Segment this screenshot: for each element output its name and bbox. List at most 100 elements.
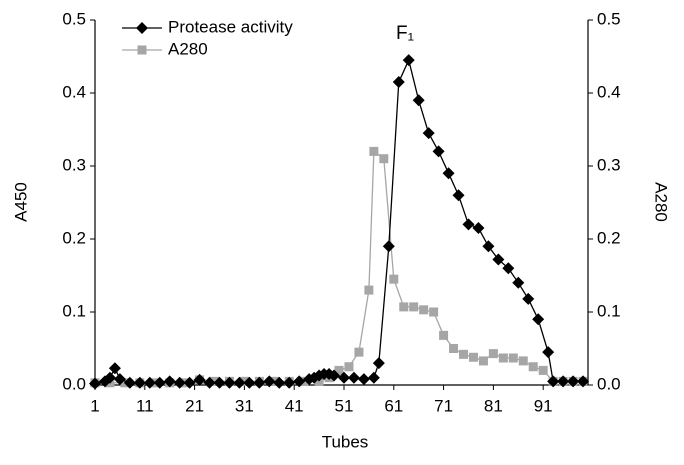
y2-tick-label: 0.2 xyxy=(597,228,621,247)
y-axis-label: A450 xyxy=(11,182,30,222)
marker xyxy=(488,349,498,359)
marker xyxy=(344,362,354,372)
marker xyxy=(253,376,266,389)
marker xyxy=(213,376,226,389)
marker xyxy=(379,154,389,164)
marker xyxy=(502,262,515,275)
marker xyxy=(538,365,548,375)
x-tick-label: 91 xyxy=(534,396,553,415)
marker xyxy=(468,352,478,362)
marker xyxy=(364,285,374,295)
y-tick-label: 0.2 xyxy=(62,228,86,247)
y2-tick-label: 0.0 xyxy=(597,374,621,393)
marker xyxy=(462,218,475,231)
marker xyxy=(459,349,469,359)
marker xyxy=(478,356,488,366)
y-tick-label: 0.0 xyxy=(62,374,86,393)
marker xyxy=(337,371,350,384)
marker xyxy=(528,362,538,372)
marker xyxy=(347,371,360,384)
marker xyxy=(108,362,121,375)
x-axis-label: Tubes xyxy=(322,432,369,451)
marker xyxy=(143,376,156,389)
x-tick-label: 81 xyxy=(484,396,503,415)
marker xyxy=(429,307,439,317)
y2-tick-label: 0.1 xyxy=(597,301,621,320)
y-tick-label: 0.4 xyxy=(62,82,86,101)
legend-marker xyxy=(136,22,148,34)
marker xyxy=(442,167,455,180)
marker xyxy=(133,376,146,389)
marker xyxy=(372,357,385,370)
y2-tick-label: 0.5 xyxy=(597,9,621,28)
marker xyxy=(547,375,560,388)
marker xyxy=(482,240,495,253)
marker xyxy=(532,313,545,326)
marker xyxy=(402,54,415,67)
marker xyxy=(432,145,445,158)
marker xyxy=(239,376,249,386)
marker xyxy=(153,376,166,389)
y-tick-label: 0.1 xyxy=(62,301,86,320)
marker xyxy=(173,376,186,389)
marker xyxy=(233,376,246,389)
y2-tick-label: 0.3 xyxy=(597,155,621,174)
marker xyxy=(567,375,580,388)
marker xyxy=(392,76,405,89)
marker xyxy=(369,146,379,156)
marker xyxy=(422,127,435,140)
x-tick-label: 51 xyxy=(335,396,354,415)
x-tick-label: 61 xyxy=(384,396,403,415)
marker xyxy=(183,376,196,389)
marker xyxy=(103,371,116,384)
marker xyxy=(243,376,256,389)
marker xyxy=(223,376,236,389)
marker xyxy=(508,353,518,363)
series-line xyxy=(94,58,584,385)
legend-marker xyxy=(137,45,147,55)
x-tick-label: 31 xyxy=(235,396,254,415)
marker xyxy=(412,94,425,107)
legend-label: Protease activity xyxy=(168,17,293,36)
marker xyxy=(382,240,395,253)
marker xyxy=(263,375,276,388)
marker xyxy=(203,376,216,389)
marker xyxy=(273,376,286,389)
marker xyxy=(522,292,535,305)
marker xyxy=(354,347,364,357)
marker xyxy=(123,376,136,389)
y-tick-label: 0.5 xyxy=(62,9,86,28)
marker xyxy=(334,365,344,375)
marker xyxy=(163,375,176,388)
marker xyxy=(439,330,449,340)
marker xyxy=(193,373,206,386)
marker xyxy=(357,373,370,386)
marker xyxy=(472,222,485,235)
annotation: F₁ xyxy=(396,23,414,44)
marker xyxy=(557,375,570,388)
x-tick-label: 21 xyxy=(185,396,204,415)
marker xyxy=(367,371,380,384)
y-tick-label: 0.3 xyxy=(62,155,86,174)
marker xyxy=(498,353,508,363)
marker xyxy=(293,375,306,388)
marker xyxy=(577,375,590,388)
marker xyxy=(409,302,419,312)
marker xyxy=(492,253,505,266)
marker xyxy=(452,189,465,202)
x-tick-label: 41 xyxy=(285,396,304,415)
marker xyxy=(449,344,459,353)
marker xyxy=(89,377,101,390)
marker xyxy=(328,369,341,382)
x-tick-label: 1 xyxy=(90,396,99,415)
marker xyxy=(512,276,525,289)
x-tick-label: 11 xyxy=(136,396,154,415)
y2-axis-label: A280 xyxy=(652,182,671,222)
y2-tick-label: 0.4 xyxy=(597,82,621,101)
marker xyxy=(389,274,399,284)
marker xyxy=(399,302,409,312)
marker xyxy=(113,373,126,386)
x-tick-label: 71 xyxy=(434,396,453,415)
marker xyxy=(518,356,528,366)
